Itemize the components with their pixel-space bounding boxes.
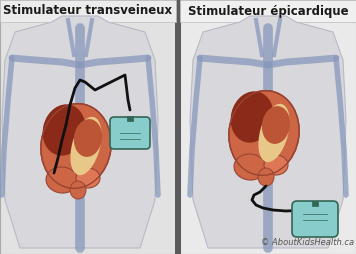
- Ellipse shape: [74, 119, 102, 157]
- Ellipse shape: [70, 181, 86, 199]
- Ellipse shape: [46, 167, 78, 193]
- Bar: [127, 116, 133, 121]
- FancyBboxPatch shape: [110, 117, 150, 149]
- Text: © AboutKidsHealth.ca: © AboutKidsHealth.ca: [261, 238, 354, 247]
- Ellipse shape: [229, 91, 299, 175]
- Polygon shape: [190, 16, 346, 248]
- Ellipse shape: [258, 104, 289, 162]
- Ellipse shape: [76, 168, 100, 188]
- Text: Stimulateur transveineux: Stimulateur transveineux: [4, 5, 173, 18]
- Ellipse shape: [258, 168, 274, 186]
- Ellipse shape: [264, 155, 288, 175]
- Bar: [175, 0, 181, 254]
- Text: Stimulateur épicardique: Stimulateur épicardique: [188, 5, 348, 18]
- FancyBboxPatch shape: [292, 201, 338, 237]
- Bar: [180, 0, 356, 254]
- Bar: [0, 0, 176, 254]
- Polygon shape: [2, 16, 158, 248]
- Bar: [312, 201, 318, 206]
- Ellipse shape: [70, 117, 101, 175]
- Ellipse shape: [262, 106, 290, 144]
- Ellipse shape: [231, 91, 273, 143]
- Ellipse shape: [43, 104, 85, 156]
- Ellipse shape: [41, 104, 111, 188]
- Bar: [180, 0, 356, 22]
- Bar: [0, 0, 176, 22]
- Ellipse shape: [234, 154, 266, 180]
